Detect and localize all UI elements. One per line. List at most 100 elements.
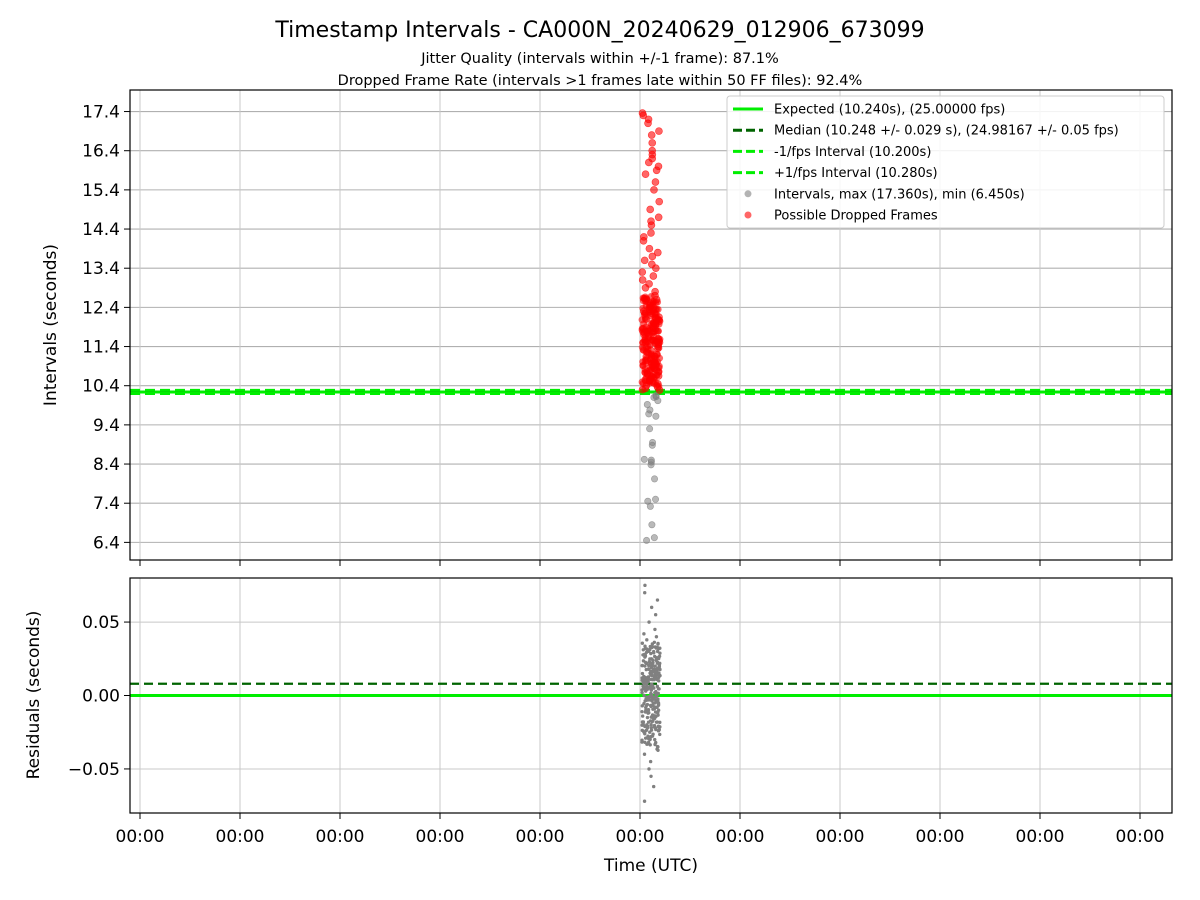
residual-point (655, 670, 659, 674)
intervals-panel: 6.4 7.4 8.4 9.4 10.4 11.4 12.4 13.4 14.4 15.4 16.4… (41, 89, 1173, 566)
dropped-frame-point (655, 127, 663, 135)
residual-point (649, 685, 653, 690)
intervals-axes-frame (129, 89, 1173, 561)
dropped-frame-point (648, 252, 657, 261)
residual-point (653, 645, 657, 649)
legend-entry-label: +1/fps Interval (10.280s) (774, 166, 938, 181)
intervals-y-tick-label: 15.4 (82, 181, 120, 201)
residual-point (656, 698, 660, 703)
residuals-points (640, 583, 662, 803)
residual-point (655, 649, 660, 654)
residual-point (642, 752, 647, 756)
residual-point (643, 710, 648, 714)
residual-point (657, 664, 662, 668)
residual-point (641, 659, 646, 663)
residual-point (644, 728, 649, 732)
residual-point (653, 726, 658, 730)
residual-point (648, 657, 652, 661)
residual-point (650, 682, 654, 686)
dropped-frame-point (650, 186, 658, 194)
dropped-frame-point (653, 248, 662, 257)
residual-point (653, 714, 657, 718)
intervals-y-tick-label: 6.4 (93, 533, 120, 553)
residual-point (658, 732, 662, 737)
residual-point (656, 748, 660, 752)
residual-point (649, 693, 654, 697)
residual-point (649, 669, 653, 674)
residual-point (652, 640, 657, 644)
dropped-frame-point (640, 331, 648, 339)
dropped-frame-point (654, 298, 662, 306)
interval-point (650, 534, 658, 542)
dropped-frame-point (644, 158, 653, 167)
interval-point (643, 401, 651, 409)
residual-point (654, 689, 658, 694)
dropped-frame-point (644, 119, 652, 128)
residual-point (655, 692, 660, 696)
dropped-frame-point (651, 336, 659, 344)
dropped-frame-point (655, 197, 664, 206)
x-axis-label: Time (UTC) (603, 856, 698, 876)
legend-dot-swatch (744, 211, 752, 219)
residuals-y-tick-label: 0.05 (82, 613, 120, 633)
residual-point (643, 736, 648, 740)
residual-point (640, 690, 644, 695)
residual-point (643, 699, 647, 703)
residual-point (648, 703, 653, 708)
dropped-frame-point (654, 213, 663, 222)
dropped-frame-point (639, 324, 647, 332)
dropped-frame-point (645, 378, 653, 386)
residual-point (640, 740, 644, 744)
residual-point (647, 667, 651, 671)
dropped-frame-point (639, 236, 648, 245)
dropped-frame-point (649, 272, 658, 280)
residual-point (644, 704, 648, 708)
dropped-frame-point (640, 256, 649, 265)
interval-point (643, 536, 651, 544)
interval-point (647, 456, 655, 464)
dropped-frame-point (647, 131, 656, 139)
residual-point (650, 677, 655, 682)
intervals-y-tick-label: 17.4 (82, 103, 120, 123)
residual-point (648, 644, 652, 649)
residual-point (643, 724, 647, 729)
residual-point (643, 676, 647, 680)
legend-box (726, 95, 1165, 229)
dropped-frame-point (648, 350, 656, 358)
dropped-frame-point (648, 366, 656, 374)
residual-point (646, 680, 650, 684)
dropped-frame-point (638, 276, 647, 284)
residual-point (648, 743, 652, 747)
residual-point (647, 711, 651, 715)
residual-point (640, 709, 644, 714)
residual-point (645, 648, 650, 652)
residuals-y-tick-label: −0.05 (68, 760, 120, 780)
residual-point (649, 715, 653, 719)
interval-point (652, 495, 660, 503)
dropped-frame-point (641, 170, 650, 179)
x-tick-label: 00:00 (916, 827, 965, 847)
residual-point (655, 710, 659, 714)
dropped-frame-point (647, 229, 655, 237)
residual-point (645, 715, 650, 720)
residual-point (644, 687, 649, 692)
dropped-frame-point (656, 339, 664, 347)
residual-point (643, 664, 647, 668)
residual-point (640, 714, 645, 718)
residual-point (656, 641, 660, 646)
residual-point (647, 767, 651, 771)
intervals-y-tick-label: 13.4 (82, 259, 120, 279)
dropped-frame-point (653, 351, 661, 359)
x-tick-label: 00:00 (516, 827, 565, 847)
interval-point (646, 425, 654, 433)
residual-point (640, 678, 644, 682)
interval-point (649, 438, 657, 446)
dropped-frame-point (655, 344, 663, 352)
residual-point (646, 675, 651, 679)
dropped-frame-point (652, 264, 660, 273)
intervals-reference-lines (130, 388, 1172, 396)
x-tick-label: 00:00 (1016, 827, 1065, 847)
intervals-y-tick-label: 12.4 (82, 298, 120, 318)
dropped-frame-point (647, 221, 656, 229)
